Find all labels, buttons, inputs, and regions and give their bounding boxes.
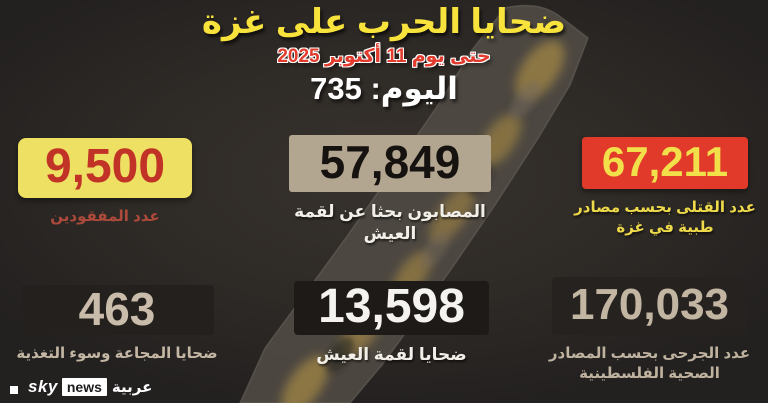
stat-card-missing: 9,500 عدد المفقودين bbox=[8, 138, 202, 227]
missing-count-value: 9,500 bbox=[18, 138, 192, 198]
logo-arabic-text: عربية bbox=[111, 379, 153, 396]
stat-card-injured-seeking-food: 57,849 المصابون بحثا عن لقمة العيش bbox=[279, 135, 501, 245]
wounded-count-value: 170,033 bbox=[552, 277, 747, 335]
stat-card-famine-victims: 463 ضحايا المجاعة وسوء التغذية bbox=[12, 285, 222, 364]
injured-seeking-food-value: 57,849 bbox=[289, 135, 491, 192]
injured-seeking-food-label: المصابون بحثا عن لقمة العيش bbox=[294, 202, 486, 244]
killed-count-value: 67,211 bbox=[582, 137, 748, 189]
stat-card-killed: 67,211 عدد القتلى بحسب مصادر طبية في غزة bbox=[555, 137, 768, 237]
day-counter: اليوم: 735 bbox=[310, 71, 458, 106]
date-note: حتى يوم 11 أكتوبر 2025 bbox=[277, 46, 491, 67]
sky-news-arabia-logo: sky news عربية bbox=[8, 376, 152, 398]
famine-victims-label: ضحايا المجاعة وسوء التغذية bbox=[16, 345, 218, 362]
food-seeking-victims-label: ضحايا لقمة العيش bbox=[316, 345, 467, 364]
logo-news-text: news bbox=[61, 378, 107, 396]
missing-count-label: عدد المفقودين bbox=[50, 208, 160, 225]
killed-count-label: عدد القتلى بحسب مصادر طبية في غزة bbox=[574, 199, 756, 236]
food-seeking-victims-value: 13,598 bbox=[294, 281, 489, 335]
page-title: ضحايا الحرب على غزة bbox=[201, 3, 567, 41]
famine-victims-value: 463 bbox=[20, 285, 214, 335]
wounded-count-label: عدد الجرحى بحسب المصادر الصحية الفلسطيني… bbox=[548, 345, 751, 382]
stat-card-food-seeking-victims: 13,598 ضحايا لقمة العيش bbox=[284, 281, 499, 366]
logo-square-icon bbox=[10, 386, 18, 394]
logo-sky-text: sky bbox=[28, 377, 58, 396]
stat-card-wounded: 170,033 عدد الجرحى بحسب المصادر الصحية ا… bbox=[542, 277, 757, 383]
